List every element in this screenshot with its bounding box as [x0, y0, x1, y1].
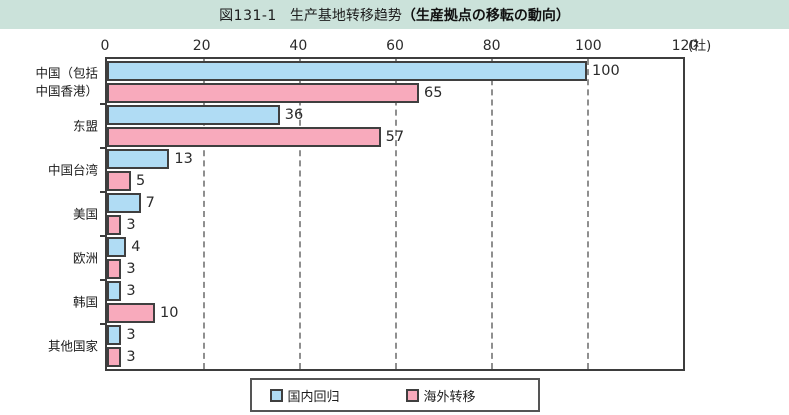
- bar-value-label: 36: [284, 106, 304, 123]
- axis-boundary-tick: [100, 191, 107, 193]
- bar-海外转移: [107, 171, 131, 191]
- gridline: [491, 59, 493, 369]
- bar-海外转移: [107, 215, 122, 235]
- category-label: 美国: [72, 206, 98, 222]
- x-tick-label: 0: [100, 38, 110, 54]
- bar-row: 3: [107, 259, 683, 279]
- bar-value-label: 4: [131, 238, 141, 255]
- bar-row: 7: [107, 193, 683, 213]
- category-label: 欧洲: [72, 250, 98, 266]
- bar-value-label: 3: [126, 260, 136, 277]
- bar-row: 13: [107, 149, 683, 169]
- bar-国内回归: [107, 105, 280, 125]
- bar-value-label: 3: [126, 282, 136, 299]
- bar-value-label: 100: [592, 62, 620, 79]
- x-tick-label: 100: [574, 38, 602, 54]
- legend-swatch: [269, 388, 283, 402]
- bar-value-label: 65: [424, 84, 443, 101]
- bar-海外转移: [107, 303, 155, 323]
- category-label: 韩国: [72, 294, 98, 310]
- bar-国内回归: [107, 281, 122, 301]
- bar-row: 3: [107, 281, 683, 301]
- bar-海外转移: [107, 127, 381, 147]
- bar-row: 57: [107, 127, 683, 147]
- bar-value-label: 13: [174, 150, 193, 167]
- figure-number: 図131-1: [219, 7, 277, 24]
- category-label: 其他国家: [47, 338, 98, 354]
- bar-row: 100: [107, 61, 683, 81]
- category-label: 中国（包括 中国香港）: [35, 65, 98, 99]
- gridline: [299, 59, 301, 369]
- x-tick-label: 120: [671, 38, 699, 54]
- bar-rows: 中国（包括 中国香港） 100 65 东盟 36 57 中国台湾 13 5 美国 7 3 欧洲 4 3 韩国 3…: [35, 59, 683, 369]
- category-group: 东盟 36 57: [73, 105, 683, 147]
- gridline: [203, 59, 205, 369]
- bar-row: 65: [107, 83, 683, 103]
- axis-boundary-tick: [100, 279, 107, 281]
- x-tick-label: 80: [482, 38, 501, 54]
- figure-subtitle: （生産拠点の移転の動向）: [401, 7, 570, 24]
- legend-swatch: [405, 388, 419, 402]
- category-group: 中国（包括 中国香港） 100 65: [35, 61, 683, 103]
- bar-row: 10: [107, 303, 683, 323]
- legend-label: 国内回归: [287, 389, 340, 405]
- bar-海外转移: [107, 259, 122, 279]
- bar-国内回归: [107, 149, 170, 169]
- bar-国内回归: [107, 325, 122, 345]
- bar-row: 3: [107, 347, 683, 367]
- bar-value-label: 57: [385, 128, 405, 145]
- axis-boundary-tick: [100, 235, 107, 237]
- category-group: 中国台湾 13 5: [48, 149, 683, 191]
- figure-title: 生产基地转移趋势: [289, 7, 402, 24]
- bar-row: 36: [107, 105, 683, 125]
- bar-海外转移: [107, 83, 419, 103]
- category-group: 欧洲 4 3: [73, 237, 683, 279]
- x-tick-label: 40: [289, 38, 308, 54]
- bar-value-label: 7: [145, 194, 155, 211]
- bar-chart: 0 20 40 60 80 100 120 (社) 中国（包括 中国香港） 100 65 东盟 36 5…: [0, 29, 789, 415]
- category-group: 美国 7 3: [73, 193, 683, 235]
- legend-item: 国内回归: [269, 386, 340, 405]
- category-group: 韩国 3 10: [73, 281, 683, 323]
- x-tick-label: 60: [386, 38, 404, 54]
- bar-value-label: 3: [126, 348, 136, 365]
- bar-value-label: 5: [136, 172, 146, 189]
- bar-row: 5: [107, 171, 683, 191]
- gridline: [395, 59, 397, 369]
- legend-label: 海外转移: [423, 389, 476, 405]
- bar-国内回归: [107, 193, 141, 213]
- category-group: 其他国家 3 3: [48, 325, 683, 367]
- axis-boundary-tick: [100, 323, 107, 325]
- x-axis-unit: (社): [688, 39, 712, 54]
- bar-国内回归: [107, 237, 127, 257]
- axis-boundary-tick: [100, 147, 107, 149]
- bar-value-label: 10: [160, 304, 179, 321]
- bar-value-label: 3: [126, 326, 136, 343]
- bar-row: 3: [107, 325, 683, 345]
- x-tick-label: 20: [192, 38, 211, 54]
- plot-area: 中国（包括 中国香港） 100 65 东盟 36 57 中国台湾 13 5 美国 7 3 欧洲 4 3 韩国 3…: [35, 57, 685, 371]
- x-axis: 0 20 40 60 80 100 120 (社): [101, 37, 712, 55]
- axis-boundary-tick: [100, 103, 107, 105]
- category-label: 中国台湾: [47, 162, 98, 178]
- bar-value-label: 3: [126, 216, 136, 233]
- legend-item: 海外转移: [405, 386, 476, 405]
- gridline: [587, 59, 589, 369]
- legend: 国内回归 海外转移: [249, 378, 540, 412]
- bar-row: 3: [107, 215, 683, 235]
- title-banner: 図131-1 生产基地转移趋势 （生産拠点の移転の動向）: [0, 0, 789, 29]
- bar-row: 4: [107, 237, 683, 257]
- bar-海外转移: [107, 347, 122, 367]
- bar-国内回归: [107, 61, 587, 81]
- category-label: 东盟: [72, 118, 98, 134]
